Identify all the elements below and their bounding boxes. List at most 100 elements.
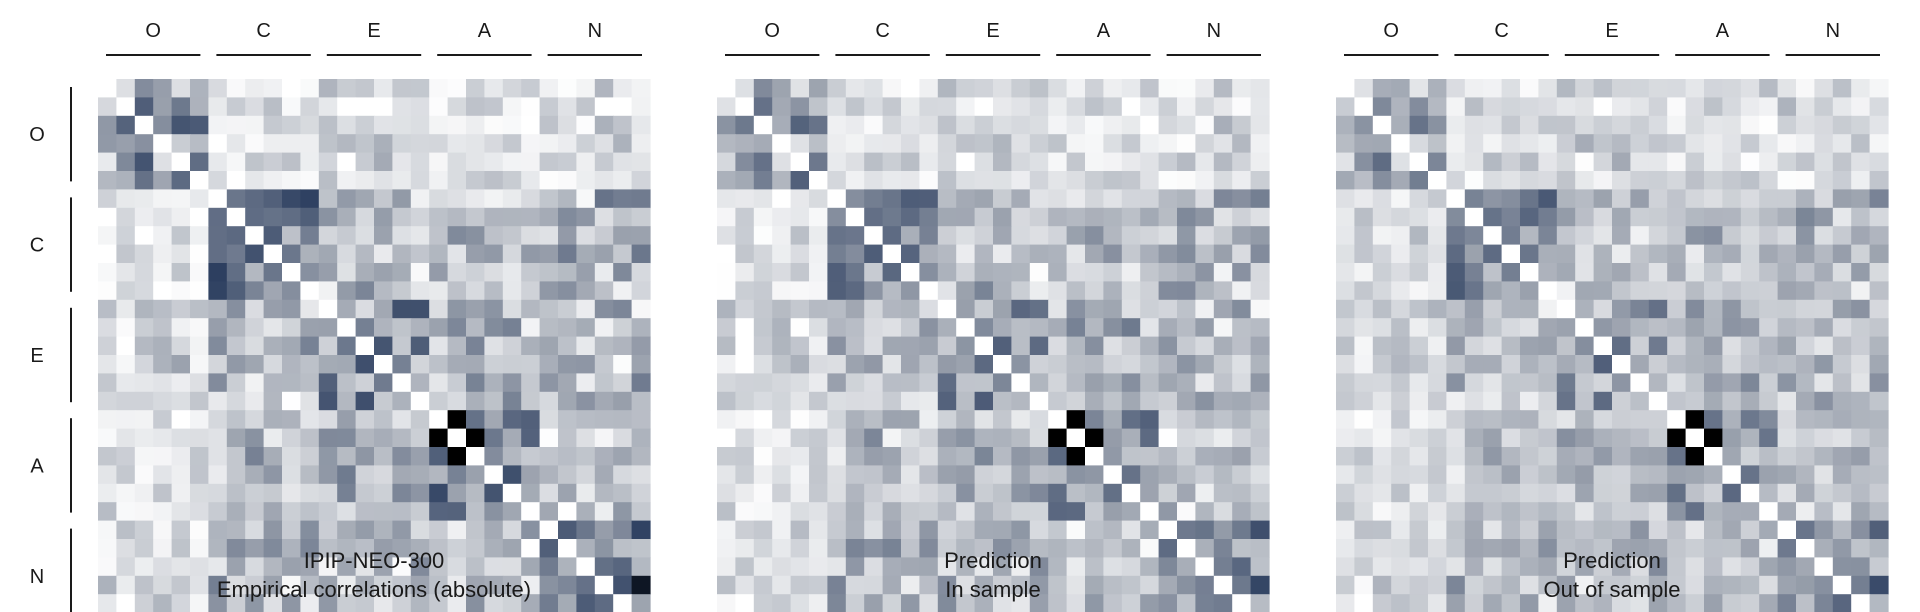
heatmap-cell xyxy=(631,115,651,135)
heatmap-cell xyxy=(613,244,633,264)
heatmap-cell xyxy=(1704,299,1723,319)
heatmap-cell xyxy=(613,134,633,154)
heatmap-cell xyxy=(827,428,847,448)
heatmap-cell xyxy=(1158,502,1178,522)
heatmap-cell xyxy=(1685,189,1705,209)
heatmap-cell xyxy=(337,520,357,540)
heatmap-cell xyxy=(993,263,1012,282)
heatmap-cell xyxy=(735,79,755,98)
heatmap-cell xyxy=(1428,355,1447,374)
heatmap-cell xyxy=(956,557,976,577)
heatmap-cell xyxy=(374,520,393,540)
heatmap-cell xyxy=(790,410,810,430)
heatmap-cell xyxy=(1409,355,1429,374)
heatmap-cell xyxy=(1428,539,1447,558)
heatmap-cell xyxy=(1575,79,1595,98)
heatmap-cell xyxy=(974,97,994,117)
heatmap-cell xyxy=(576,152,596,172)
heatmap-cell xyxy=(1232,263,1252,282)
heatmap-cell xyxy=(1814,207,1834,227)
heatmap-cell xyxy=(1121,447,1141,466)
heatmap-cell xyxy=(318,373,338,393)
heatmap-cell xyxy=(1814,520,1834,540)
heatmap-cell xyxy=(484,189,504,209)
column-label-A: A xyxy=(1097,20,1111,42)
heatmap-cell xyxy=(1777,594,1797,612)
heatmap-cell xyxy=(1685,447,1705,466)
heatmap-cell xyxy=(558,594,577,612)
heatmap-cell xyxy=(171,318,191,338)
heatmap-cell xyxy=(937,410,957,430)
heatmap-cell xyxy=(919,336,939,356)
heatmap-cell xyxy=(410,428,430,448)
heatmap-cell xyxy=(318,483,338,503)
heatmap-cell xyxy=(790,226,810,246)
heatmap-cell xyxy=(1409,226,1429,246)
heatmap-cell xyxy=(613,502,633,522)
column-label-A: A xyxy=(478,20,492,42)
heatmap-cell xyxy=(502,244,522,264)
heatmap-cell xyxy=(1501,594,1521,612)
heatmap-cell xyxy=(116,373,136,393)
heatmap-cell xyxy=(993,318,1012,338)
heatmap-cell xyxy=(1759,336,1779,356)
heatmap-cell xyxy=(521,575,541,595)
heatmap-cell xyxy=(1232,539,1252,558)
heatmap-cell xyxy=(1464,465,1484,485)
heatmap-cell xyxy=(1483,502,1503,522)
heatmap-cell xyxy=(613,336,633,356)
heatmap-cell xyxy=(1232,318,1252,338)
heatmap-cell xyxy=(1851,115,1871,135)
heatmap-cell xyxy=(282,281,301,301)
heatmap-cell xyxy=(613,189,633,209)
heatmap-cell xyxy=(772,226,792,246)
heatmap-cell xyxy=(1213,134,1233,154)
heatmap-cell xyxy=(1121,152,1141,172)
heatmap-cell xyxy=(937,428,957,448)
heatmap-cell xyxy=(392,520,412,540)
heatmap-cell xyxy=(1538,152,1558,172)
heatmap-cell xyxy=(1851,189,1871,209)
heatmap-cell xyxy=(1851,539,1871,558)
heatmap-cell xyxy=(631,263,651,282)
heatmap-cell xyxy=(1740,263,1760,282)
heatmap-cell xyxy=(484,575,504,595)
heatmap-cell xyxy=(392,79,412,98)
column-label-E: E xyxy=(986,20,999,42)
heatmap-cell xyxy=(1869,336,1889,356)
heatmap-cell xyxy=(1428,373,1447,393)
heatmap-cell xyxy=(116,281,136,301)
heatmap-cell xyxy=(1556,447,1576,466)
heatmap-cell xyxy=(1556,171,1576,190)
heatmap-cell xyxy=(1354,428,1374,448)
heatmap-cell xyxy=(1250,171,1270,190)
heatmap-cell xyxy=(1391,171,1411,190)
heatmap-cell xyxy=(827,226,847,246)
heatmap-cell xyxy=(245,594,265,612)
heatmap-cell xyxy=(901,115,920,135)
heatmap-cell xyxy=(429,299,449,319)
heatmap-cell xyxy=(208,189,228,209)
heatmap-cell xyxy=(282,447,301,466)
heatmap-cell xyxy=(1556,207,1576,227)
heatmap-cell xyxy=(1520,97,1539,117)
heatmap-cell xyxy=(613,483,633,503)
heatmap-cell xyxy=(374,410,393,430)
heatmap-cell xyxy=(392,355,412,374)
heatmap-cell xyxy=(1250,318,1270,338)
heatmap-cell xyxy=(1759,355,1779,374)
heatmap-cell xyxy=(717,134,736,154)
heatmap-cell xyxy=(1722,355,1742,374)
heatmap-cell xyxy=(134,263,154,282)
heatmap-cell xyxy=(355,520,375,540)
heatmap-cell xyxy=(631,336,651,356)
heatmap-cell xyxy=(864,79,884,98)
heatmap-cell xyxy=(171,171,191,190)
heatmap-cell xyxy=(355,391,375,411)
heatmap-cell xyxy=(1232,226,1252,246)
heatmap-cell xyxy=(1538,447,1558,466)
heatmap-cell xyxy=(1648,115,1668,135)
heatmap-cell xyxy=(521,391,541,411)
heatmap-cell xyxy=(1195,502,1215,522)
heatmap-cell xyxy=(337,281,357,301)
